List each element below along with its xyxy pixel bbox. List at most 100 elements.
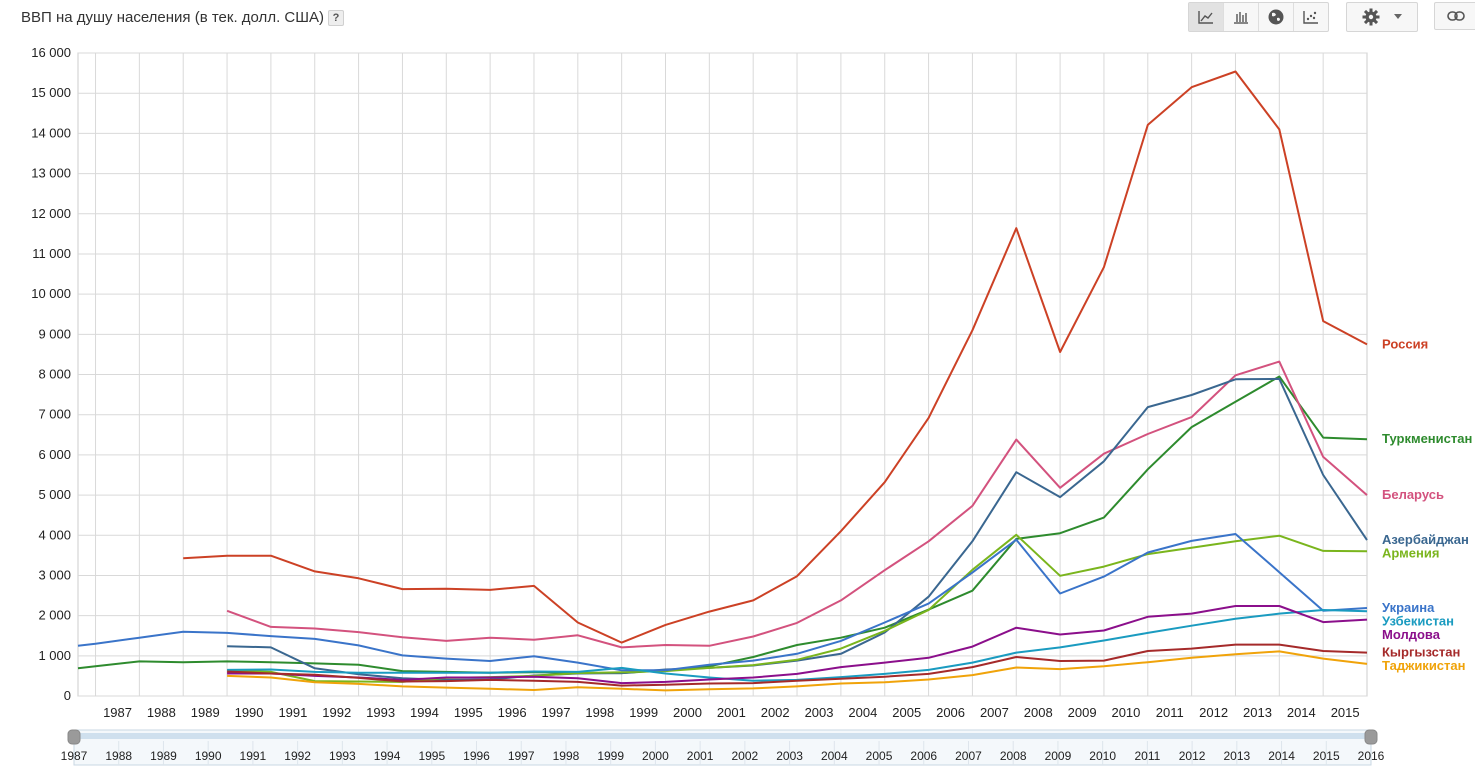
x-tick-label: 1999 <box>629 705 658 720</box>
range-selected-bar <box>74 733 1371 739</box>
range-tick-label: 2006 <box>910 749 937 763</box>
x-tick-label: 2002 <box>761 705 790 720</box>
series-label: Россия <box>1382 336 1428 351</box>
x-tick-label: 2011 <box>1156 705 1184 720</box>
x-tick-label: 1995 <box>454 705 483 720</box>
series-lines <box>77 70 1368 692</box>
range-tick-label: 2010 <box>1089 749 1116 763</box>
bar-chart-icon <box>1234 12 1248 24</box>
y-tick-label: 10 000 <box>31 286 71 301</box>
series-line[interactable] <box>226 360 1368 649</box>
x-tick-label: 2006 <box>936 705 965 720</box>
range-tick-label: 2013 <box>1223 749 1250 763</box>
y-axis: 0 1 000 2 000 3 000 4 000 5 000 6 000 7 000 8 00… <box>31 45 71 703</box>
y-tick-label: 9 000 <box>38 326 71 341</box>
range-selector[interactable]: 1987 1988 1989 1990 1991 1992 1993 1994 1995 1996… <box>61 729 1385 766</box>
x-tick-label: 1993 <box>366 705 395 720</box>
series-line[interactable] <box>77 375 1368 675</box>
y-tick-label: 11 000 <box>32 246 71 261</box>
series-label: Туркменистан <box>1382 431 1472 446</box>
range-tick-label: 1997 <box>508 749 535 763</box>
range-tick-label: 2016 <box>1358 749 1385 763</box>
range-tick-label: 2000 <box>642 749 669 763</box>
gear-icon <box>1362 8 1380 26</box>
series-line[interactable] <box>183 70 1368 644</box>
x-tick-label: 2000 <box>673 705 702 720</box>
y-tick-label: 12 000 <box>31 206 71 221</box>
y-tick-label: 15 000 <box>31 85 71 100</box>
x-tick-label: 2004 <box>848 705 877 720</box>
x-tick-label: 1991 <box>278 705 307 720</box>
series-label: Кыргызстан <box>1382 645 1460 660</box>
settings-button[interactable] <box>1346 2 1418 32</box>
x-tick-label: 1987 <box>103 705 132 720</box>
x-tick-label: 2012 <box>1199 705 1228 720</box>
range-handle-end[interactable] <box>1364 729 1378 745</box>
range-tick-label: 1996 <box>463 749 490 763</box>
series-label: Азербайджан <box>1382 532 1469 547</box>
scatter-chart-button[interactable] <box>1294 3 1328 31</box>
x-tick-label: 2010 <box>1111 705 1140 720</box>
x-tick-label: 2015 <box>1331 705 1360 720</box>
x-tick-label: 2008 <box>1024 705 1053 720</box>
range-tick-label: 1990 <box>195 749 222 763</box>
series-line[interactable] <box>227 605 1368 685</box>
x-tick-label: 2014 <box>1287 705 1316 720</box>
range-tick-label: 2014 <box>1268 749 1295 763</box>
range-tick-label: 2011 <box>1134 749 1160 763</box>
range-tick-label: 1987 <box>61 749 88 763</box>
y-tick-label: 16 000 <box>31 45 71 60</box>
range-tick-label: 1992 <box>284 749 311 763</box>
x-tick-label: 1990 <box>235 705 264 720</box>
bar-chart-button[interactable] <box>1224 3 1259 31</box>
series-line[interactable] <box>227 643 1368 687</box>
range-tick-label: 1989 <box>150 749 177 763</box>
series-label: Узбекистан <box>1382 613 1454 628</box>
range-tick-label: 2009 <box>1045 749 1072 763</box>
y-tick-label: 6 000 <box>38 447 71 462</box>
range-tick-label: 2002 <box>732 749 759 763</box>
series-line[interactable] <box>77 533 1368 672</box>
map-button[interactable] <box>1259 3 1294 31</box>
range-tick-label: 2007 <box>955 749 982 763</box>
x-tick-label: 2013 <box>1243 705 1272 720</box>
chart-title: ВВП на душу населения (в тек. долл. США) <box>21 9 324 26</box>
series-label: Таджикистан <box>1382 658 1465 673</box>
y-tick-label: 4 000 <box>38 527 71 542</box>
page-title: ВВП на душу населения (в тек. долл. США)… <box>21 9 344 27</box>
range-tick-label: 2003 <box>776 749 803 763</box>
globe-map-icon <box>1268 9 1284 25</box>
scatter-chart-icon <box>1303 11 1318 24</box>
series-label: Беларусь <box>1382 487 1444 502</box>
y-tick-label: 2 000 <box>38 608 71 623</box>
x-tick-label: 1992 <box>322 705 351 720</box>
x-tick-label: 2007 <box>980 705 1009 720</box>
range-tick-label: 1998 <box>553 749 580 763</box>
y-tick-label: 13 000 <box>31 166 71 181</box>
y-tick-label: 3 000 <box>38 567 71 582</box>
series-label: Украина <box>1382 600 1435 615</box>
series-line[interactable] <box>227 650 1368 692</box>
x-tick-label: 2005 <box>892 705 921 720</box>
help-button[interactable]: ? <box>327 10 344 27</box>
range-tick-label: 1988 <box>105 749 132 763</box>
y-tick-label: 0 <box>64 688 71 703</box>
series-label: Молдова <box>1382 627 1441 642</box>
x-tick-label: 1998 <box>585 705 614 720</box>
share-link-button[interactable] <box>1434 2 1475 30</box>
chart-grid <box>77 52 1368 697</box>
y-tick-label: 14 000 <box>31 125 71 140</box>
range-tick-label: 2008 <box>1000 749 1027 763</box>
range-tick-label: 2005 <box>866 749 893 763</box>
x-tick-label: 1996 <box>498 705 527 720</box>
range-tick-label: 2015 <box>1313 749 1340 763</box>
line-chart-icon <box>1198 11 1213 24</box>
range-tick-label: 1991 <box>240 749 267 763</box>
series-end-labels: Россия Туркменистан Беларусь АзербайджанАрм… <box>1382 336 1472 673</box>
x-tick-label: 2001 <box>717 705 746 720</box>
range-handle-start[interactable] <box>67 729 81 745</box>
x-tick-label: 1989 <box>191 705 220 720</box>
range-tick-label: 2004 <box>821 749 848 763</box>
line-chart-button[interactable] <box>1189 3 1224 31</box>
